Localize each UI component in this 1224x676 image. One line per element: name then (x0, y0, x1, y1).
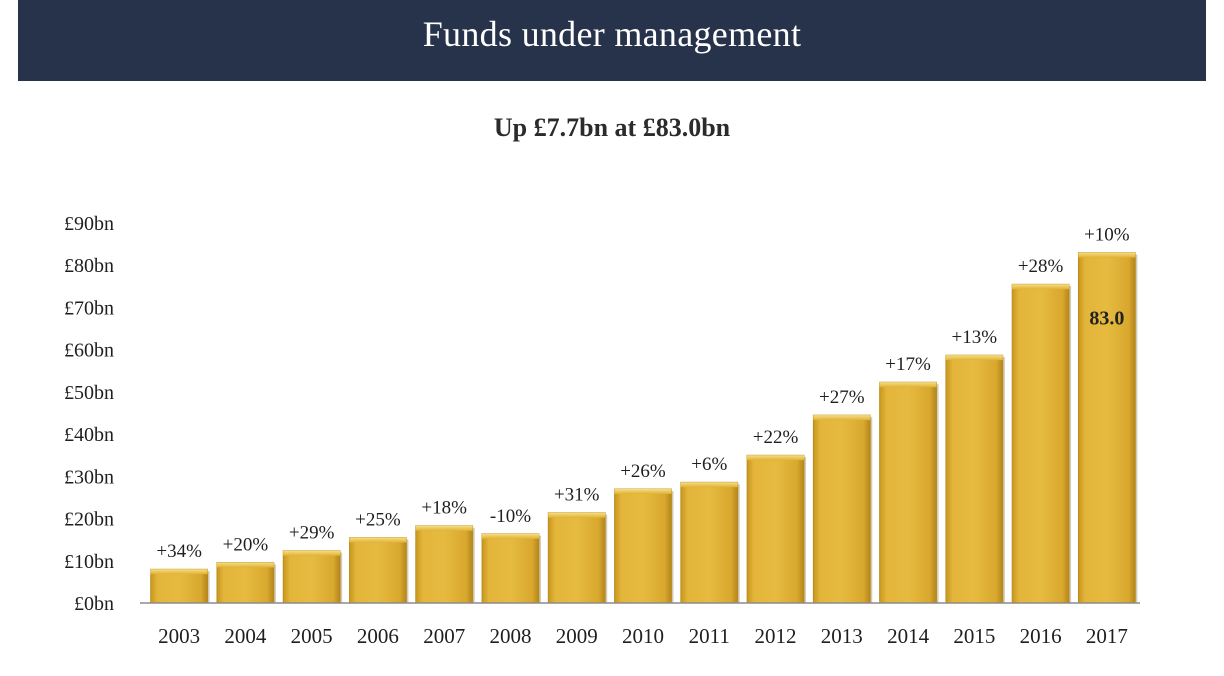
bar-body (879, 381, 937, 604)
bar-2005 (282, 550, 343, 604)
bar-2009 (547, 512, 608, 604)
growth-label: +27% (819, 387, 865, 408)
bar-2007 (415, 525, 475, 604)
x-tick-label: 2003 (158, 624, 200, 648)
bar-2012 (746, 454, 807, 604)
bar-body (812, 414, 871, 604)
growth-label: +6% (691, 454, 727, 475)
y-tick-label: £20bn (64, 509, 114, 531)
bar-cap (283, 550, 341, 556)
x-tick-label: 2017 (1086, 624, 1128, 648)
x-tick-label: 2007 (423, 624, 465, 648)
bar-2006 (349, 537, 409, 604)
y-tick-label: £10bn (64, 551, 114, 573)
bar-body (415, 525, 474, 604)
bar-2010 (614, 488, 674, 604)
bar-cap (150, 569, 208, 575)
bar-cap (481, 533, 539, 539)
bar-cap (415, 525, 473, 531)
bar-cap (1078, 252, 1136, 258)
x-tick-label: 2004 (224, 624, 267, 648)
bar-2003 (150, 568, 210, 604)
bar-2014 (879, 381, 939, 604)
title-bar: Funds under management (18, 0, 1206, 81)
bar-2008 (481, 533, 541, 604)
bar-2011 (680, 481, 740, 604)
bar-body (150, 568, 209, 604)
bar-body (547, 512, 606, 604)
y-tick-label: £40bn (64, 424, 114, 446)
y-tick-label: £50bn (64, 382, 114, 404)
growth-label: +10% (1084, 225, 1130, 246)
bar-cap (680, 482, 738, 488)
growth-label: -10% (490, 506, 531, 527)
y-tick-label: £0bn (74, 593, 114, 615)
y-tick-label: £30bn (64, 466, 114, 488)
growth-label: +25% (355, 510, 401, 531)
bar-body (1077, 252, 1136, 604)
chart-title: Funds under management (422, 13, 802, 54)
y-tick-label: £70bn (64, 297, 114, 319)
chart-subtitle: Up £7.7bn at £83.0bn (493, 113, 731, 142)
growth-label: +31% (554, 485, 600, 506)
y-tick-label: £60bn (64, 340, 114, 362)
x-tick-label: 2012 (755, 624, 797, 648)
bar-cap (879, 382, 937, 388)
bar-body (282, 550, 341, 604)
x-tick-label: 2014 (887, 624, 930, 648)
bar-body (481, 533, 540, 604)
growth-label: +18% (421, 498, 467, 519)
bar-cap (349, 537, 407, 543)
x-axis-labels: 2003 2004 2005 2006 2007 2008 2009 2010 2011 2012… (158, 624, 1128, 648)
growth-label: +29% (289, 523, 335, 544)
x-tick-label: 2005 (291, 624, 333, 648)
growth-label: +26% (620, 461, 666, 482)
growth-label: +28% (1018, 256, 1064, 277)
x-tick-label: 2010 (622, 624, 664, 648)
bar-body (349, 537, 407, 604)
bar-cap (614, 489, 672, 494)
bar-cap (945, 355, 1003, 361)
bar-2017 (1077, 252, 1138, 604)
x-tick-label: 2006 (357, 624, 399, 648)
x-tick-label: 2011 (689, 624, 730, 648)
bar-cap (1012, 284, 1070, 290)
bars (150, 252, 1138, 604)
x-tick-label: 2009 (556, 624, 598, 648)
bar-cap (216, 562, 274, 568)
bar-2004 (216, 562, 276, 604)
x-tick-label: 2013 (821, 624, 863, 648)
growth-label: +22% (753, 427, 799, 448)
bar-2013 (812, 414, 873, 604)
bar-2015 (945, 354, 1005, 604)
bar-2016 (1011, 283, 1072, 604)
bar-body (216, 562, 275, 604)
bar-cap (548, 512, 606, 518)
growth-label: +17% (885, 354, 931, 375)
y-tick-label: £90bn (64, 213, 114, 235)
value-label: 83.0 (1089, 308, 1124, 330)
growth-label: +13% (952, 327, 998, 348)
y-tick-label: £80bn (64, 255, 114, 277)
y-axis-ticks: £0bn £10bn £20bn £30bn £40bn £50bn £60bn £70bn £… (64, 213, 114, 615)
bar-cap (747, 455, 805, 461)
growth-label: +20% (223, 534, 269, 555)
growth-label: +34% (156, 541, 202, 562)
bar-body (680, 481, 739, 604)
bar-body (614, 488, 672, 604)
bar-body (1011, 283, 1070, 604)
bar-body (746, 454, 805, 604)
bar-cap (813, 415, 871, 421)
growth-labels: +34% +20% +29% +25% +18% -10% +31% +26% +6% +22% +… (156, 225, 1129, 563)
x-tick-label: 2016 (1020, 624, 1062, 648)
x-tick-label: 2015 (953, 624, 995, 648)
x-tick-label: 2008 (489, 624, 531, 648)
bar-body (945, 354, 1004, 604)
